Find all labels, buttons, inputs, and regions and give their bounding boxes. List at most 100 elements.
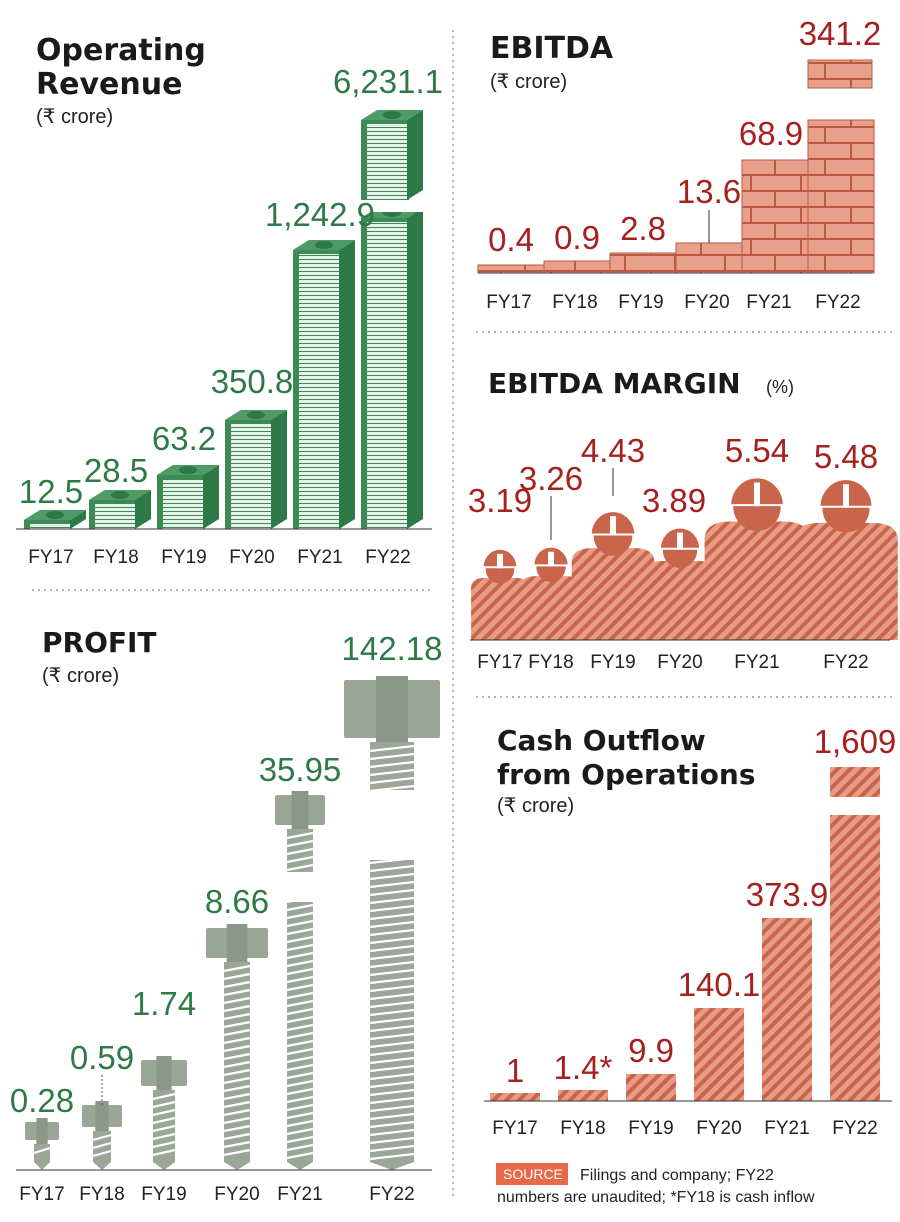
cash-bar-fy22-top-segment — [830, 767, 880, 797]
cash-tick-fy21: FY21 — [764, 1118, 809, 1139]
ebitda-value-label: 2.8 — [620, 210, 666, 247]
source-label-box — [496, 1163, 568, 1185]
margin-worker-fy19: 4.43 — [571, 432, 655, 640]
revenue-axis-break — [356, 200, 426, 212]
profit-bolt-thread — [369, 752, 415, 761]
cash-bar-fy21 — [762, 918, 812, 1101]
profit-bolt-thread — [223, 1076, 251, 1085]
margin-title: EBITDA MARGIN — [488, 367, 741, 400]
margin-worker-helmet-stripe — [548, 551, 554, 567]
cash-value-label: 373.9 — [746, 876, 829, 913]
profit-bolt-thread — [286, 1127, 314, 1136]
profit-bolt-thread — [223, 1100, 251, 1109]
profit-bolt-thread — [369, 968, 415, 977]
profit-bolt-thread — [286, 943, 314, 952]
ebitda-bar-fy17 — [477, 264, 545, 274]
profit-bolt-thread — [223, 1060, 251, 1069]
profit-bolt-head-face — [226, 924, 248, 962]
ebitda-value-label: 341.2 — [799, 15, 882, 52]
profit-bolt-thread — [33, 1146, 51, 1155]
revenue-bar-fy22-top-segment — [361, 110, 423, 200]
ebitda-tick-fy21: FY21 — [746, 292, 791, 313]
profit-bolt-thread — [286, 863, 314, 872]
source-line-1: Filings and company; FY22 — [580, 1167, 774, 1184]
revenue-unit: (₹ crore) — [36, 106, 113, 128]
profit-bolt-thread — [369, 1152, 415, 1161]
margin-value-label: 3.26 — [519, 460, 583, 497]
margin-chart: EBITDA MARGIN (%) 3.19 FY17 3.26 FY18 4.43 FY… — [468, 367, 898, 673]
profit-bolt-thread — [152, 1124, 176, 1133]
ebitda-bar-fy18 — [543, 260, 611, 274]
profit-bolt-thread — [286, 1079, 314, 1088]
profit-bolt-thread — [286, 999, 314, 1008]
profit-bolt-thread — [223, 1092, 251, 1101]
revenue-bar-fy21 — [293, 240, 355, 529]
profit-bolt-thread — [223, 1052, 251, 1061]
profit-value-label: 0.28 — [10, 1082, 74, 1119]
revenue-value-label: 63.2 — [152, 420, 216, 457]
margin-tick-fy18: FY18 — [528, 652, 573, 673]
profit-bolt-thread — [223, 972, 251, 981]
profit-bolt-thread — [223, 1124, 251, 1133]
profit-bolt-thread — [286, 919, 314, 928]
revenue-bar-side — [203, 465, 219, 529]
profit-bolt-thread — [286, 1103, 314, 1112]
revenue-tick-fy21: FY21 — [297, 547, 342, 568]
ebitda-chart: EBITDA (₹ crore) 0.4 FY17 0.9 FY18 2.8 FY19 13… — [477, 15, 882, 313]
profit-bolt-thread — [223, 1044, 251, 1053]
revenue-bar-note-seal — [46, 511, 64, 519]
margin-value-label: 5.48 — [814, 438, 878, 475]
profit-tick-fy19: FY19 — [141, 1184, 186, 1205]
cash-value-label: 140.1 — [678, 966, 761, 1003]
cash-tick-fy18: FY18 — [560, 1118, 605, 1139]
profit-value-label: 35.95 — [259, 751, 342, 788]
profit-bolt-thread — [286, 1023, 314, 1032]
profit-bolt-thread — [286, 1087, 314, 1096]
revenue-value-label: 350.8 — [211, 363, 294, 400]
profit-bolt-thread — [92, 1141, 112, 1150]
margin-tick-fy21: FY21 — [734, 652, 779, 673]
cash-chart: Cash Outflow from Operations (₹ crore) 1… — [484, 723, 896, 1139]
profit-bolt-head-face — [156, 1056, 172, 1090]
profit-bolt-thread — [286, 1143, 314, 1152]
profit-tick-fy21: FY21 — [277, 1184, 322, 1205]
cash-value-label: 1,609 — [814, 723, 897, 760]
revenue-tick-fy22: FY22 — [365, 547, 410, 568]
cash-bar-fy18 — [558, 1090, 608, 1101]
profit-bolt-thread — [369, 936, 415, 945]
profit-bolt-thread — [369, 768, 415, 777]
revenue-bar-note-seal — [247, 411, 265, 419]
profit-bolt-thread — [369, 1112, 415, 1121]
profit-bolt-thread — [286, 1135, 314, 1144]
profit-bolt-fy19 — [141, 1056, 187, 1170]
revenue-value-label: 28.5 — [84, 452, 148, 489]
margin-worker-helmet-stripe — [754, 482, 760, 507]
margin-tick-fy20: FY20 — [657, 652, 702, 673]
revenue-bar-fy19 — [157, 465, 219, 529]
profit-bolt-thread — [152, 1116, 176, 1125]
profit-bolt-thread — [152, 1148, 176, 1157]
profit-bolt-thread — [369, 984, 415, 993]
ebitda-value-label: 0.4 — [488, 221, 534, 258]
profit-bolt-thread — [369, 776, 415, 785]
profit-bolt-thread — [286, 967, 314, 976]
profit-bolt-thread — [152, 1132, 176, 1141]
profit-bolt-thread — [223, 1004, 251, 1013]
profit-bolt-fy17 — [25, 1118, 59, 1170]
profit-bolt-thread — [369, 1016, 415, 1025]
profit-bolt-thread — [369, 1136, 415, 1145]
profit-bolt-tip — [93, 1162, 111, 1170]
profit-bolt-fy18 — [82, 1101, 122, 1170]
profit-bolt-thread — [223, 996, 251, 1005]
profit-bolt-thread — [223, 1028, 251, 1037]
profit-bolt-thread — [286, 1031, 314, 1040]
revenue-chart: Operating Revenue (₹ crore) 12.5 FY17 28.5… — [16, 33, 443, 568]
profit-bolt-thread — [286, 1119, 314, 1128]
revenue-bar-stack — [30, 524, 72, 529]
profit-bolt-head-face — [36, 1118, 48, 1144]
ebitda-bar-fy21 — [741, 159, 809, 274]
cash-title-line2: from Operations — [497, 758, 756, 791]
profit-bolt-thread — [369, 1032, 415, 1041]
profit-value-label: 8.66 — [205, 883, 269, 920]
profit-bolt-thread — [369, 872, 415, 881]
